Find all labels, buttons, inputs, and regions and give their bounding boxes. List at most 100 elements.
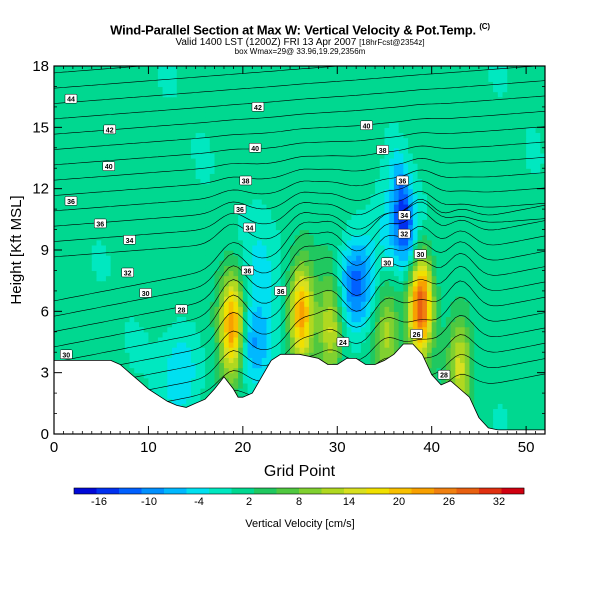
field-cell xyxy=(280,255,286,261)
field-cell xyxy=(266,224,272,231)
field-cell xyxy=(370,209,376,215)
field-cell xyxy=(308,296,315,302)
field-cell xyxy=(205,193,211,200)
field-cell xyxy=(285,244,291,251)
field-cell xyxy=(134,326,140,333)
field-cell xyxy=(422,316,428,323)
field-cell xyxy=(214,336,220,343)
field-cell xyxy=(403,311,409,318)
field-cell xyxy=(205,326,211,333)
field-cell xyxy=(375,188,381,195)
field-cell xyxy=(167,265,173,272)
field-cell xyxy=(167,209,173,215)
field-cell xyxy=(483,372,489,379)
field-cell xyxy=(327,188,334,195)
field-cell xyxy=(138,296,145,302)
field-cell xyxy=(412,224,419,231)
field-cell xyxy=(223,244,230,251)
field-cell xyxy=(483,244,489,251)
field-cell xyxy=(68,331,74,338)
field-cell xyxy=(72,219,79,226)
field-cell xyxy=(540,342,545,348)
field-cell xyxy=(181,219,187,226)
field-cell xyxy=(408,234,414,241)
field-cell xyxy=(516,382,522,389)
field-cell xyxy=(469,372,475,379)
field-cell xyxy=(341,275,348,282)
field-cell xyxy=(242,388,249,394)
field-cell xyxy=(238,357,244,364)
field-cell xyxy=(370,260,376,266)
field-cell xyxy=(493,352,499,358)
field-cell xyxy=(493,239,499,246)
field-cell xyxy=(474,398,480,404)
field-cell xyxy=(58,336,65,343)
field-cell xyxy=(242,250,249,256)
field-cell xyxy=(408,204,414,210)
field-cell xyxy=(252,250,258,256)
field-cell xyxy=(87,311,93,318)
field-cell xyxy=(478,209,485,215)
field-cell xyxy=(535,306,541,312)
field-cell xyxy=(214,316,220,323)
field-cell xyxy=(87,188,93,195)
field-cell xyxy=(143,229,150,236)
field-cell xyxy=(327,336,334,343)
field-cell xyxy=(219,342,225,348)
field-cell xyxy=(521,214,527,220)
field-cell xyxy=(384,316,390,323)
field-cell xyxy=(205,357,211,364)
field-cell xyxy=(290,239,296,246)
field-cell xyxy=(299,270,305,277)
field-cell xyxy=(417,229,423,236)
field-cell xyxy=(138,255,145,261)
field-cell xyxy=(153,311,159,318)
field-cell xyxy=(228,224,235,231)
field-cell xyxy=(120,301,126,307)
field-cell xyxy=(521,296,527,302)
field-cell xyxy=(341,244,348,251)
field-cell xyxy=(228,347,235,353)
field-cell xyxy=(294,209,301,215)
field-cell xyxy=(72,270,79,277)
field-cell xyxy=(507,265,513,272)
field-cell xyxy=(318,224,324,231)
field-cell xyxy=(138,336,145,343)
field-cell xyxy=(129,321,135,328)
field-cell xyxy=(455,219,461,226)
field-cell xyxy=(323,204,329,210)
field-cell xyxy=(190,204,197,210)
field-cell xyxy=(91,316,98,323)
field-cell xyxy=(200,188,206,195)
field-cell xyxy=(356,275,362,282)
field-cell xyxy=(223,280,230,287)
field-cell xyxy=(266,188,272,195)
field-cell xyxy=(115,311,121,318)
field-cell xyxy=(209,275,216,282)
field-cell xyxy=(252,255,258,261)
field-cell xyxy=(209,372,216,379)
field-cell xyxy=(308,209,315,215)
field-cell xyxy=(105,280,112,287)
field-cell xyxy=(72,260,79,266)
field-cell xyxy=(474,290,480,297)
field-cell xyxy=(124,296,131,302)
field-cell xyxy=(153,326,159,333)
field-cell xyxy=(157,296,164,302)
field-cell xyxy=(431,204,438,210)
field-cell xyxy=(172,367,178,374)
field-cell xyxy=(209,362,216,369)
field-cell xyxy=(341,311,348,318)
field-cell xyxy=(157,290,164,297)
field-cell xyxy=(195,326,201,333)
field-cell xyxy=(497,418,504,425)
field-cell xyxy=(157,275,164,282)
field-cell xyxy=(63,265,69,272)
field-cell xyxy=(365,275,371,282)
field-cell xyxy=(445,362,452,369)
field-cell xyxy=(87,296,93,302)
field-cell xyxy=(238,367,244,374)
field-cell xyxy=(280,224,286,231)
field-cell xyxy=(403,239,409,246)
field-cell xyxy=(511,198,518,205)
